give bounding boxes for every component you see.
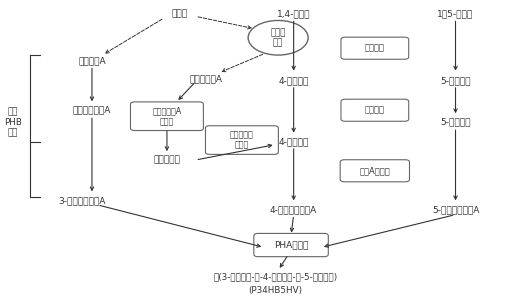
Text: 琥珀酸辅酶A: 琥珀酸辅酶A (189, 74, 222, 83)
Text: 葡萄糖: 葡萄糖 (172, 9, 188, 18)
Text: 自身
PHB
通路: 自身 PHB 通路 (4, 107, 22, 137)
Text: 醛脱氢酶: 醛脱氢酶 (365, 106, 385, 115)
Text: 琥珀酸辅酶A
脱氢酶: 琥珀酸辅酶A 脱氢酶 (152, 107, 181, 126)
FancyBboxPatch shape (340, 160, 409, 182)
Text: 乙酰乙酸辅酶A: 乙酰乙酸辅酶A (73, 106, 111, 115)
Text: 琥珀酸半醛: 琥珀酸半醛 (153, 156, 180, 165)
FancyBboxPatch shape (341, 99, 409, 121)
Text: 5-羟基戊醛: 5-羟基戊醛 (440, 76, 471, 85)
Text: 4-羟基丁醛: 4-羟基丁醛 (279, 76, 309, 85)
Text: 1，5-戊二醇: 1，5-戊二醇 (437, 9, 474, 18)
Text: 3-羟基丁酰辅酶A: 3-羟基丁酰辅酶A (58, 196, 106, 205)
Text: PHA聚合酶: PHA聚合酶 (274, 240, 308, 250)
FancyBboxPatch shape (254, 233, 328, 257)
Text: 辅酶A连接酶: 辅酶A连接酶 (359, 166, 390, 175)
Text: 5-羟基戊酸: 5-羟基戊酸 (440, 118, 471, 127)
Text: 5-羟基戊酰辅酶A: 5-羟基戊酰辅酶A (432, 205, 479, 214)
Text: 1,4-丁二醇: 1,4-丁二醇 (277, 9, 310, 18)
Text: 4-羟基丁酸: 4-羟基丁酸 (279, 137, 309, 146)
FancyBboxPatch shape (341, 37, 409, 59)
FancyBboxPatch shape (131, 102, 203, 131)
Text: 琥珀酸半醛
脱氢酶: 琥珀酸半醛 脱氢酶 (230, 130, 254, 150)
Text: 乙酰辅酶A: 乙酰辅酶A (78, 57, 106, 66)
Text: 三羧酸
循环: 三羧酸 循环 (270, 28, 286, 48)
Text: 聚(3-羟基丁酸-共-4-羟基丁酸-共-5-羟基戊酸): 聚(3-羟基丁酸-共-4-羟基丁酸-共-5-羟基戊酸) (213, 272, 337, 281)
Text: (P34HB5HV): (P34HB5HV) (249, 286, 303, 295)
Text: 4-羟基丁酰辅酶A: 4-羟基丁酰辅酶A (270, 205, 317, 214)
Text: 醇脱氢酶: 醇脱氢酶 (365, 44, 385, 53)
FancyBboxPatch shape (205, 126, 278, 154)
